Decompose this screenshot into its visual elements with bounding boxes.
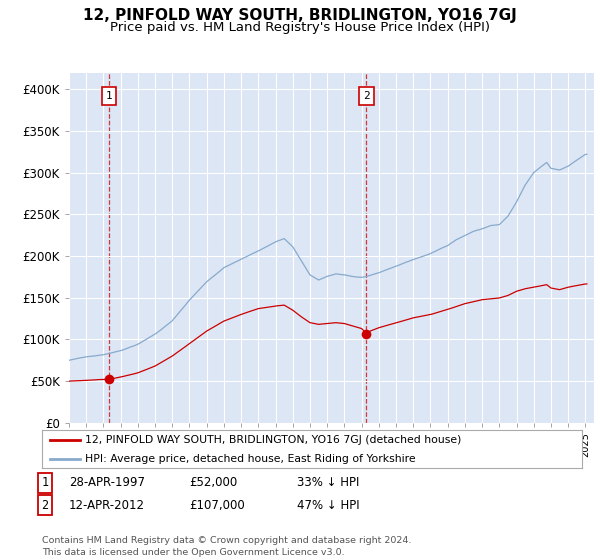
Text: 28-APR-1997: 28-APR-1997 bbox=[69, 476, 145, 489]
Text: £107,000: £107,000 bbox=[189, 498, 245, 512]
Text: HPI: Average price, detached house, East Riding of Yorkshire: HPI: Average price, detached house, East… bbox=[85, 454, 416, 464]
Text: 12, PINFOLD WAY SOUTH, BRIDLINGTON, YO16 7GJ (detached house): 12, PINFOLD WAY SOUTH, BRIDLINGTON, YO16… bbox=[85, 435, 461, 445]
Text: 12, PINFOLD WAY SOUTH, BRIDLINGTON, YO16 7GJ: 12, PINFOLD WAY SOUTH, BRIDLINGTON, YO16… bbox=[83, 8, 517, 24]
Text: 2: 2 bbox=[41, 498, 49, 512]
Text: Contains HM Land Registry data © Crown copyright and database right 2024.
This d: Contains HM Land Registry data © Crown c… bbox=[42, 536, 412, 557]
Text: 12-APR-2012: 12-APR-2012 bbox=[69, 498, 145, 512]
Text: 1: 1 bbox=[41, 476, 49, 489]
Text: Price paid vs. HM Land Registry's House Price Index (HPI): Price paid vs. HM Land Registry's House … bbox=[110, 21, 490, 34]
Text: £52,000: £52,000 bbox=[189, 476, 237, 489]
Text: 47% ↓ HPI: 47% ↓ HPI bbox=[297, 498, 359, 512]
Text: 33% ↓ HPI: 33% ↓ HPI bbox=[297, 476, 359, 489]
Text: 1: 1 bbox=[106, 91, 112, 101]
Text: 2: 2 bbox=[363, 91, 370, 101]
